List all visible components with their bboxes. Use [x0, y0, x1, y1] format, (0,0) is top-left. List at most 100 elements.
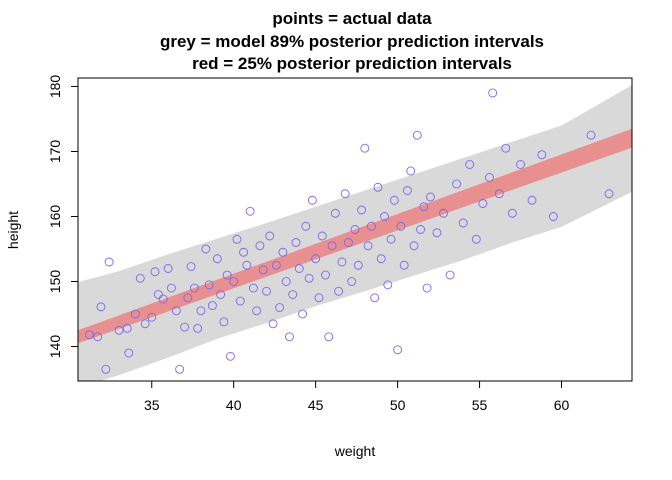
- data-point: [406, 166, 416, 176]
- data-point: [334, 286, 344, 296]
- data-point: [376, 254, 386, 264]
- x-tick-label: 50: [390, 397, 406, 413]
- x-tick-label: 45: [308, 397, 324, 413]
- data-point: [389, 195, 399, 205]
- x-axis-label: weight: [334, 443, 376, 459]
- data-point: [478, 199, 488, 208]
- data-point: [201, 244, 211, 254]
- data-points: [85, 88, 614, 374]
- data-point: [393, 345, 403, 355]
- data-point: [239, 247, 248, 257]
- data-point: [350, 225, 360, 234]
- data-point: [242, 260, 252, 270]
- data-point: [452, 179, 462, 189]
- data-point: [212, 254, 222, 264]
- data-point: [488, 88, 498, 98]
- data-point: [353, 260, 363, 270]
- data-point: [445, 270, 455, 280]
- data-point: [366, 221, 376, 231]
- data-point: [501, 143, 511, 153]
- data-point: [294, 264, 304, 273]
- chart-title-line-1: points = actual data: [272, 9, 432, 28]
- data-point: [281, 277, 291, 286]
- data-point: [484, 173, 494, 182]
- data-point: [347, 277, 357, 286]
- data-point: [135, 273, 145, 283]
- data-point: [183, 293, 193, 303]
- data-point: [458, 218, 468, 228]
- data-point: [219, 317, 229, 327]
- data-point: [278, 247, 288, 257]
- data-point: [370, 293, 380, 303]
- data-point: [425, 192, 435, 202]
- data-point: [399, 260, 409, 270]
- plot-area: [78, 85, 632, 381]
- y-tick-label: 140: [47, 335, 63, 359]
- data-point: [204, 280, 214, 290]
- x-tick-label: 60: [554, 397, 570, 413]
- data-point: [419, 202, 429, 212]
- data-point: [96, 302, 106, 312]
- data-point: [196, 306, 206, 316]
- data-point: [150, 267, 160, 277]
- data-point: [314, 293, 324, 303]
- data-point: [403, 186, 412, 195]
- data-point: [409, 241, 419, 251]
- data-point: [216, 290, 226, 299]
- data-point: [537, 150, 547, 160]
- data-point: [439, 208, 448, 218]
- data-point: [301, 221, 311, 231]
- data-point: [158, 294, 168, 304]
- data-point: [140, 319, 150, 329]
- data-point: [298, 309, 307, 319]
- x-tick-label: 35: [144, 397, 160, 413]
- data-point: [275, 303, 285, 312]
- data-point: [307, 195, 317, 205]
- data-point: [321, 270, 330, 280]
- data-point: [422, 283, 432, 293]
- data-point: [432, 228, 442, 238]
- data-point: [171, 306, 181, 316]
- chart-title-line-3: red = 25% posterior prediction intervals: [192, 54, 512, 73]
- data-point: [255, 241, 265, 251]
- data-point: [180, 322, 189, 332]
- x-axis: 35 40 45 50 55 60: [144, 380, 570, 413]
- data-point: [207, 301, 217, 311]
- data-point: [104, 257, 114, 267]
- data-point: [175, 364, 185, 374]
- data-point: [225, 351, 235, 361]
- data-point: [471, 234, 481, 244]
- data-point: [343, 238, 353, 247]
- data-point: [124, 348, 134, 358]
- data-point: [527, 195, 537, 205]
- data-point: [268, 319, 278, 329]
- y-tick-label: 180: [47, 75, 63, 99]
- y-axis: 140 150 160 170 180: [47, 75, 79, 359]
- y-tick-label: 150: [47, 270, 63, 294]
- data-point: [604, 189, 614, 199]
- data-point: [122, 323, 132, 333]
- data-point: [330, 208, 340, 218]
- data-point: [340, 189, 350, 199]
- chart-title-line-2: grey = model 89% posterior prediction in…: [160, 32, 544, 51]
- data-point: [85, 330, 94, 340]
- data-point: [130, 309, 140, 319]
- data-point: [373, 182, 383, 192]
- data-point: [383, 280, 393, 290]
- x-tick-label: 40: [226, 397, 242, 413]
- data-point: [494, 189, 504, 199]
- data-point: [516, 160, 525, 169]
- data-point: [186, 262, 196, 272]
- data-point: [337, 257, 347, 267]
- data-point: [311, 254, 321, 264]
- data-point: [245, 206, 255, 216]
- data-point: [114, 325, 124, 335]
- data-point: [153, 290, 163, 299]
- data-point: [147, 312, 157, 322]
- data-point: [193, 323, 203, 333]
- data-point: [416, 225, 426, 234]
- data-point: [248, 283, 258, 293]
- data-point: [265, 231, 275, 241]
- data-point: [93, 332, 103, 342]
- x-tick-label: 55: [472, 397, 488, 413]
